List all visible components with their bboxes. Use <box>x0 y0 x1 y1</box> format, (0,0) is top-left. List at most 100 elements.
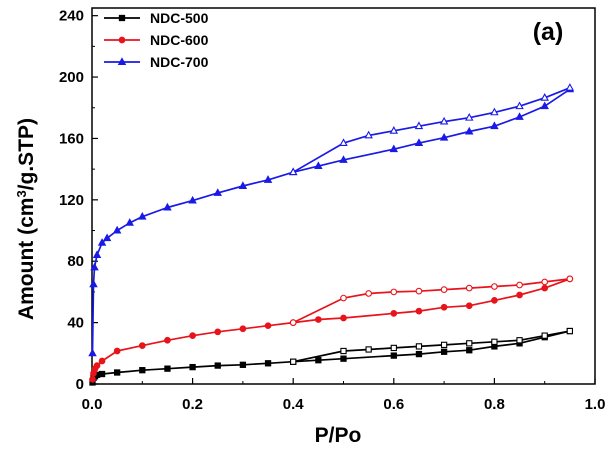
axes: 0.0 0.2 0.4 0.6 0.8 1.0 0 40 80 120 160 200 240 <box>59 7 606 413</box>
ndc-500-desorption-point <box>466 340 473 347</box>
ndc-600-adsorption-point <box>189 332 196 340</box>
ndc-500-adsorption-point <box>139 367 146 374</box>
y-axis-title-superscript: 3 <box>14 190 29 197</box>
legend-marker-ndc-500 <box>118 14 126 22</box>
ndc-700-adsorption-point <box>188 195 197 204</box>
ndc-600-desorption-point <box>440 286 448 293</box>
ndc-500-desorption-point <box>541 332 548 339</box>
ndc-500-desorption-point <box>566 327 573 335</box>
ndc-700-desorption-point <box>288 167 298 176</box>
ndc-600-adsorption-point <box>239 325 247 333</box>
ndc-600-adsorption-point <box>541 284 549 292</box>
ndc-700-desorption-point <box>339 138 348 147</box>
ndc-500-adsorption-point <box>415 350 423 358</box>
x-tick-label: 0.0 <box>82 396 103 413</box>
ndc-500-desorption-point <box>491 338 498 345</box>
ndc-600-adsorption-point <box>465 302 473 310</box>
ndc-700-desorption-point <box>540 93 549 101</box>
ndc-600-desorption-point <box>465 284 473 292</box>
ndc-700-adsorption-point <box>339 155 348 163</box>
x-axis-title: P/Po <box>315 424 362 447</box>
ndc-600-adsorption-point <box>89 376 96 383</box>
ndc-700-adsorption-point <box>213 188 222 196</box>
ndc-500-adsorption-point <box>315 357 322 364</box>
ndc-600-adsorption-point <box>440 303 448 311</box>
ndc-600-adsorption-point <box>93 362 101 369</box>
ndc-600-adsorption-point <box>214 328 222 336</box>
ndc-500-adsorption-point <box>164 365 171 372</box>
ndc-500-adsorption-point <box>98 370 106 378</box>
ndc-600-adsorption-point <box>315 316 322 323</box>
x-tick-label: 0.2 <box>182 396 203 413</box>
ndc-600-adsorption-point <box>390 310 398 317</box>
ndc-700-adsorption-point <box>490 121 499 130</box>
ndc-700-desorption-point <box>439 116 449 125</box>
ndc-700-desorption-point <box>490 107 499 116</box>
ndc-700-adsorption-point <box>540 101 549 110</box>
x-tick-label: 0.4 <box>283 396 305 413</box>
ndc-700-desorption-point <box>364 130 373 139</box>
ndc-700-desorption-point <box>465 112 474 121</box>
ndc-500-adsorption-point <box>440 348 448 355</box>
ndc-600-adsorption-point <box>491 297 498 304</box>
ndc-700-adsorption-point <box>314 161 323 170</box>
ndc-700-adsorption-point <box>414 138 424 147</box>
ndc-600-adsorption-point <box>340 314 347 322</box>
ndc-700-adsorption-point <box>112 225 122 234</box>
ndc-600-adsorption-point <box>113 347 121 355</box>
ndc-500-desorption-line <box>293 330 570 363</box>
legend-label-ndc-600: NDC-600 <box>150 32 209 48</box>
ndc-700-desorption-point <box>515 101 524 110</box>
ndc-700-desorption-line <box>292 87 571 173</box>
ndc-500-adsorption-point <box>214 362 221 369</box>
ndc-700-adsorption-point <box>263 175 273 183</box>
y-tick-label: 240 <box>59 8 84 25</box>
ndc-700-adsorption-point <box>439 132 449 141</box>
x-tick-label: 0.6 <box>383 396 404 413</box>
legend-label-ndc-700: NDC-700 <box>150 54 209 70</box>
legend-marker-ndc-600 <box>118 36 126 44</box>
ndc-500-desorption-point <box>415 343 423 350</box>
ndc-600-adsorption-point <box>164 336 171 344</box>
ndc-700-adsorption-point <box>515 112 524 120</box>
y-axis-title: Amount (cm3/g.STP) <box>14 118 39 320</box>
ndc-700-adsorption-point <box>125 218 134 226</box>
ndc-500-adsorption-point <box>114 369 121 376</box>
series-ndc-700 <box>88 83 575 357</box>
ndc-700-adsorption-point <box>389 144 399 153</box>
ndc-600-adsorption-point <box>415 307 423 315</box>
ndc-700-adsorption-point <box>97 238 107 246</box>
legend-label-ndc-500: NDC-500 <box>150 10 209 26</box>
ndc-600-desorption-point <box>390 288 398 296</box>
ndc-500-desorption-point <box>290 358 297 365</box>
ndc-600-adsorption-point <box>98 357 106 365</box>
ndc-600-desorption-point <box>541 278 549 286</box>
y-tick-label: 80 <box>67 253 84 270</box>
ndc-700-adsorption-point <box>102 233 112 242</box>
ndc-600-desorption-point <box>566 275 574 283</box>
ndc-600-desorption-line <box>292 278 570 324</box>
ndc-700-desorption-point <box>389 126 399 134</box>
ndc-500-desorption-point <box>516 337 523 344</box>
ndc-600-adsorption-line <box>91 278 571 380</box>
series-ndc-500 <box>89 327 573 386</box>
y-tick-label: 40 <box>67 315 84 332</box>
x-tick-label: 1.0 <box>585 396 606 413</box>
ndc-600-desorption-point <box>491 283 498 290</box>
ndc-500-adsorption-point <box>189 363 196 371</box>
y-tick-label: 200 <box>59 69 84 86</box>
ndc-600-adsorption-point <box>516 291 523 299</box>
series-group <box>88 83 575 386</box>
ndc-700-adsorption-point <box>138 211 147 220</box>
series-ndc-600 <box>89 275 574 383</box>
y-tick-label: 120 <box>59 192 84 209</box>
y-tick-label: 160 <box>59 130 84 147</box>
ndc-600-desorption-point <box>289 319 297 326</box>
legend-marker-ndc-700 <box>117 57 127 65</box>
y-axis-title-suffix: /g.STP) <box>15 118 38 190</box>
ndc-700-adsorption-point <box>92 250 102 259</box>
ndc-500-adsorption-point <box>264 360 272 367</box>
ndc-700-adsorption-point <box>163 202 172 211</box>
ndc-700-desorption-point <box>565 83 575 91</box>
